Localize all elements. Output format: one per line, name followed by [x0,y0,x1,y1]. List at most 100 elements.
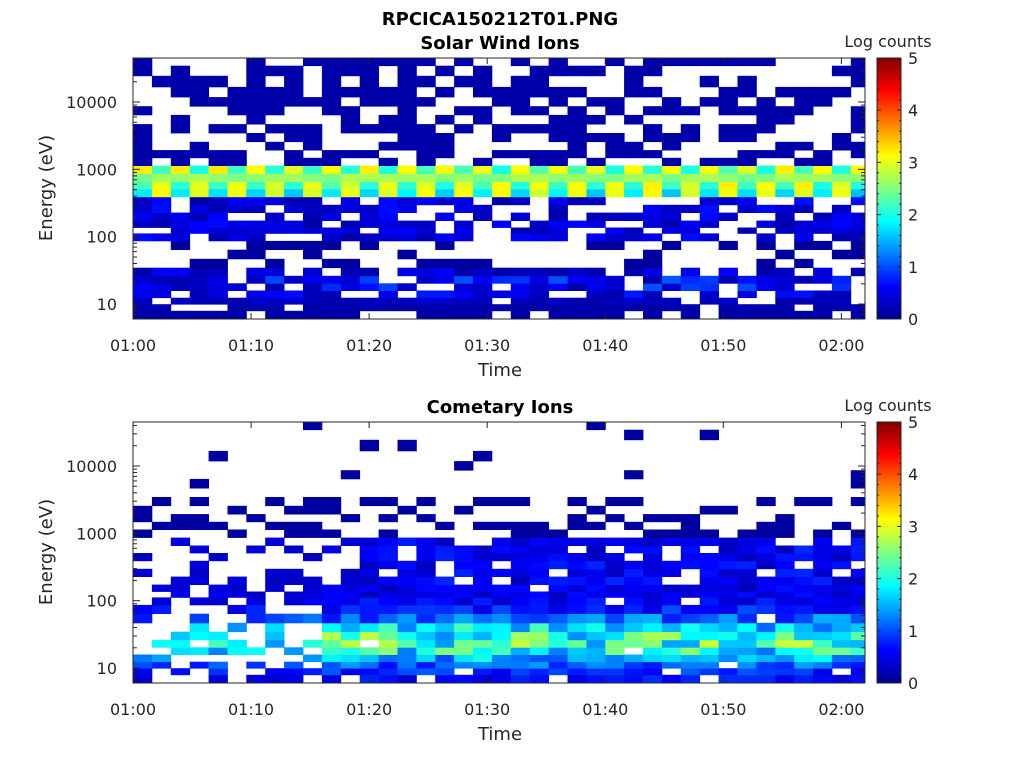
heatmap-cell [208,283,228,291]
heatmap-cell [189,275,209,284]
heatmap-cell [284,290,304,299]
heatmap-cell [359,212,379,221]
heatmap-cell [435,267,455,277]
heatmap-cell [265,97,285,107]
heatmap-cell [189,661,209,669]
heatmap-cell [699,560,719,570]
heatmap-cell [435,86,455,98]
heatmap-cell [775,597,795,606]
heatmap-cell [643,124,663,134]
heatmap-cell [586,639,606,648]
heatmap-cell [661,157,682,166]
heatmap-cell [680,631,701,641]
heatmap-cell [775,529,795,538]
heatmap-cell [473,647,493,655]
heatmap-cell [813,86,833,98]
heatmap-cell [756,537,776,546]
heatmap-cell [813,639,833,648]
heatmap-cell [737,75,757,88]
heatmap-cell [227,165,247,174]
heatmap-cell [397,196,417,206]
heatmap-cell [151,165,172,174]
heatmap-cell [189,181,209,190]
heatmap-cell [737,668,757,676]
heatmap-cell [567,597,587,606]
heatmap-cell [680,514,701,523]
x-tick-label: 01:00 [110,700,156,719]
heatmap-cell [359,283,379,291]
heatmap-cell [397,97,417,107]
heatmap-cell [737,631,757,641]
heatmap-cell [510,124,531,134]
heatmap-cell [794,97,814,107]
heatmap-cell [850,622,866,633]
heatmap-cell [303,668,323,676]
heatmap-cell [850,267,866,277]
heatmap-cell [718,196,738,206]
heatmap-cell [813,597,833,606]
heatmap-cell [624,584,644,592]
heatmap-cell [265,310,285,320]
heatmap-cell [510,591,531,598]
heatmap-cell [680,173,701,182]
heatmap-cell [661,106,682,116]
heatmap-cell [794,204,814,213]
heatmap-cell [491,591,512,598]
heatmap-cell [454,560,474,570]
heatmap-cell [133,150,153,159]
heatmap-cell [605,576,625,585]
heatmap-cell [529,568,549,577]
heatmap-cell [718,639,738,648]
heatmap-cell [605,654,625,663]
heatmap-cell [416,227,436,234]
heatmap-cell [133,529,153,538]
heatmap-cell [416,631,436,641]
heatmap-cell [756,304,776,312]
heatmap-cell [718,553,738,562]
heatmap-cell [718,124,738,134]
heatmap-cell [340,297,361,305]
heatmap-cell [718,505,738,515]
heatmap-cell [737,647,757,655]
heatmap-cell [680,584,701,592]
heatmap-cell [850,497,866,507]
heatmap-cell [208,220,228,228]
heatmap-cell [170,521,191,530]
heatmap-cell [246,267,266,277]
y-tick-label: 1000 [76,524,117,543]
heatmap-cell [454,461,474,471]
heatmap-cell [473,258,493,269]
heatmap-cell [416,220,436,228]
heatmap-cell [813,275,833,284]
heatmap-cell [661,212,682,221]
heatmap-cell [189,297,209,305]
heatmap-cell [359,297,379,305]
heatmap-cell [133,106,153,116]
heatmap-cell [378,141,398,151]
heatmap-cell [454,597,474,606]
heatmap-cell [643,597,663,606]
heatmap-cell [170,310,191,320]
heatmap-cell [510,545,531,554]
heatmap-cell [737,196,757,206]
heatmap-cell [756,639,776,648]
heatmap-cell [567,181,587,190]
heatmap-cell [831,165,852,174]
heatmap-cell [491,604,512,614]
heatmap-cell [831,189,852,198]
heatmap-cell [151,521,172,530]
heatmap-cell [321,258,342,269]
heatmap-cell [680,165,701,174]
heatmap-cell [189,150,209,159]
heatmap-cell [775,576,795,585]
heatmap-cell [340,58,361,67]
heatmap-cell [643,150,663,159]
heatmap-cell [510,275,531,284]
heatmap-cell [813,545,833,554]
heatmap-cell [586,545,606,554]
heatmap-cell [586,631,606,641]
heatmap-cell [246,591,266,598]
heatmap-cell [491,267,512,277]
heatmap-cell [548,668,568,676]
